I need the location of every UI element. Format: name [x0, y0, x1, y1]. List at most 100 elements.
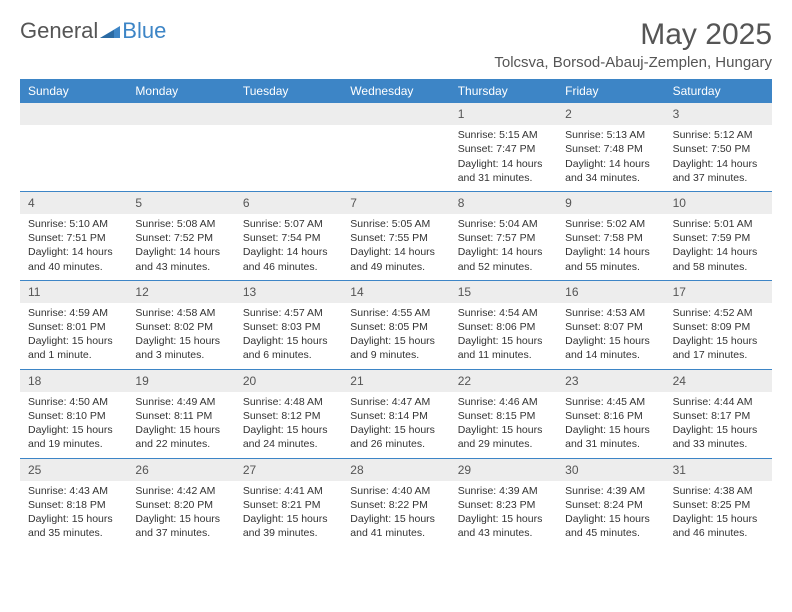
day-info-line: Sunset: 8:10 PM — [28, 409, 119, 423]
day-number: 29 — [450, 459, 557, 481]
day-info-line: Sunrise: 5:04 AM — [458, 217, 549, 231]
day-info-line: Daylight: 15 hours and 9 minutes. — [350, 334, 441, 362]
day-number: 1 — [450, 103, 557, 125]
calendar-cell: 22Sunrise: 4:46 AMSunset: 8:15 PMDayligh… — [450, 370, 557, 458]
day-info: Sunrise: 4:58 AMSunset: 8:02 PMDaylight:… — [127, 303, 234, 369]
day-info-line: Daylight: 14 hours and 40 minutes. — [28, 245, 119, 273]
day-number — [342, 103, 449, 125]
day-info-line: Sunset: 8:20 PM — [135, 498, 226, 512]
day-info-line: Sunrise: 4:47 AM — [350, 395, 441, 409]
calendar-week: 18Sunrise: 4:50 AMSunset: 8:10 PMDayligh… — [20, 369, 772, 458]
day-number: 19 — [127, 370, 234, 392]
day-info-line: Sunrise: 4:49 AM — [135, 395, 226, 409]
day-info-line: Daylight: 14 hours and 37 minutes. — [673, 157, 764, 185]
day-info-line: Daylight: 14 hours and 58 minutes. — [673, 245, 764, 273]
calendar-week: 11Sunrise: 4:59 AMSunset: 8:01 PMDayligh… — [20, 280, 772, 369]
day-info-line: Sunset: 7:50 PM — [673, 142, 764, 156]
day-info-line: Sunrise: 4:39 AM — [565, 484, 656, 498]
day-info-line: Sunset: 7:52 PM — [135, 231, 226, 245]
calendar-cell: 29Sunrise: 4:39 AMSunset: 8:23 PMDayligh… — [450, 459, 557, 547]
day-info-line: Sunset: 8:12 PM — [243, 409, 334, 423]
day-number: 18 — [20, 370, 127, 392]
day-info-line: Sunset: 7:57 PM — [458, 231, 549, 245]
day-info-line: Daylight: 14 hours and 46 minutes. — [243, 245, 334, 273]
day-header-sat: Saturday — [665, 79, 772, 103]
calendar-cell: 3Sunrise: 5:12 AMSunset: 7:50 PMDaylight… — [665, 103, 772, 191]
day-info-line: Daylight: 15 hours and 3 minutes. — [135, 334, 226, 362]
day-info-line: Sunrise: 4:45 AM — [565, 395, 656, 409]
calendar-cell: 5Sunrise: 5:08 AMSunset: 7:52 PMDaylight… — [127, 192, 234, 280]
day-info-line: Sunset: 8:06 PM — [458, 320, 549, 334]
location-text: Tolcsva, Borsod-Abauj-Zemplen, Hungary — [494, 54, 772, 71]
day-info-line: Sunset: 8:14 PM — [350, 409, 441, 423]
day-info: Sunrise: 5:12 AMSunset: 7:50 PMDaylight:… — [665, 125, 772, 191]
day-info-line: Daylight: 15 hours and 6 minutes. — [243, 334, 334, 362]
calendar-cell: 4Sunrise: 5:10 AMSunset: 7:51 PMDaylight… — [20, 192, 127, 280]
day-info-line: Sunrise: 4:39 AM — [458, 484, 549, 498]
day-info: Sunrise: 4:42 AMSunset: 8:20 PMDaylight:… — [127, 481, 234, 547]
day-number: 24 — [665, 370, 772, 392]
day-number: 21 — [342, 370, 449, 392]
day-number: 4 — [20, 192, 127, 214]
day-info-line: Sunrise: 5:15 AM — [458, 128, 549, 142]
day-info-line: Sunrise: 4:52 AM — [673, 306, 764, 320]
day-info-line: Sunrise: 4:54 AM — [458, 306, 549, 320]
day-info-line: Sunrise: 4:55 AM — [350, 306, 441, 320]
day-info: Sunrise: 4:53 AMSunset: 8:07 PMDaylight:… — [557, 303, 664, 369]
day-info: Sunrise: 4:50 AMSunset: 8:10 PMDaylight:… — [20, 392, 127, 458]
day-info-line: Sunset: 7:58 PM — [565, 231, 656, 245]
calendar-cell — [20, 103, 127, 191]
day-info-line: Sunset: 8:16 PM — [565, 409, 656, 423]
day-info-line: Daylight: 15 hours and 29 minutes. — [458, 423, 549, 451]
day-info-line: Sunrise: 5:08 AM — [135, 217, 226, 231]
day-info-line: Sunrise: 4:53 AM — [565, 306, 656, 320]
day-info-line: Daylight: 15 hours and 35 minutes. — [28, 512, 119, 540]
day-info-line: Daylight: 15 hours and 24 minutes. — [243, 423, 334, 451]
day-info: Sunrise: 5:10 AMSunset: 7:51 PMDaylight:… — [20, 214, 127, 280]
day-info-line: Daylight: 15 hours and 43 minutes. — [458, 512, 549, 540]
day-header-thu: Thursday — [450, 79, 557, 103]
calendar-cell: 21Sunrise: 4:47 AMSunset: 8:14 PMDayligh… — [342, 370, 449, 458]
day-info: Sunrise: 5:08 AMSunset: 7:52 PMDaylight:… — [127, 214, 234, 280]
day-number: 14 — [342, 281, 449, 303]
day-info-line: Sunset: 8:09 PM — [673, 320, 764, 334]
day-number: 15 — [450, 281, 557, 303]
day-info-line: Daylight: 14 hours and 34 minutes. — [565, 157, 656, 185]
day-info-line: Daylight: 14 hours and 43 minutes. — [135, 245, 226, 273]
day-info-line: Sunrise: 4:40 AM — [350, 484, 441, 498]
day-info-line: Sunrise: 4:43 AM — [28, 484, 119, 498]
weeks-container: 1Sunrise: 5:15 AMSunset: 7:47 PMDaylight… — [20, 103, 772, 546]
day-info: Sunrise: 5:04 AMSunset: 7:57 PMDaylight:… — [450, 214, 557, 280]
calendar-cell: 28Sunrise: 4:40 AMSunset: 8:22 PMDayligh… — [342, 459, 449, 547]
calendar-cell: 30Sunrise: 4:39 AMSunset: 8:24 PMDayligh… — [557, 459, 664, 547]
calendar-cell: 17Sunrise: 4:52 AMSunset: 8:09 PMDayligh… — [665, 281, 772, 369]
day-info: Sunrise: 4:52 AMSunset: 8:09 PMDaylight:… — [665, 303, 772, 369]
day-info: Sunrise: 5:01 AMSunset: 7:59 PMDaylight:… — [665, 214, 772, 280]
day-info: Sunrise: 4:49 AMSunset: 8:11 PMDaylight:… — [127, 392, 234, 458]
day-number: 30 — [557, 459, 664, 481]
calendar-cell: 18Sunrise: 4:50 AMSunset: 8:10 PMDayligh… — [20, 370, 127, 458]
day-info-line: Daylight: 14 hours and 31 minutes. — [458, 157, 549, 185]
day-info: Sunrise: 4:47 AMSunset: 8:14 PMDaylight:… — [342, 392, 449, 458]
day-info-line: Daylight: 15 hours and 22 minutes. — [135, 423, 226, 451]
day-header-wed: Wednesday — [342, 79, 449, 103]
calendar-week: 1Sunrise: 5:15 AMSunset: 7:47 PMDaylight… — [20, 103, 772, 191]
day-info-line: Sunrise: 4:42 AM — [135, 484, 226, 498]
calendar-cell: 24Sunrise: 4:44 AMSunset: 8:17 PMDayligh… — [665, 370, 772, 458]
day-number: 20 — [235, 370, 342, 392]
day-info: Sunrise: 5:13 AMSunset: 7:48 PMDaylight:… — [557, 125, 664, 191]
calendar-cell: 9Sunrise: 5:02 AMSunset: 7:58 PMDaylight… — [557, 192, 664, 280]
day-info-line: Sunrise: 5:01 AM — [673, 217, 764, 231]
day-info-line: Sunset: 7:55 PM — [350, 231, 441, 245]
page-header: General Blue May 2025 Tolcsva, Borsod-Ab… — [20, 18, 772, 71]
title-block: May 2025 Tolcsva, Borsod-Abauj-Zemplen, … — [494, 18, 772, 71]
day-info: Sunrise: 5:07 AMSunset: 7:54 PMDaylight:… — [235, 214, 342, 280]
day-info-line: Sunset: 8:01 PM — [28, 320, 119, 334]
day-info-line: Sunset: 8:24 PM — [565, 498, 656, 512]
day-number: 6 — [235, 192, 342, 214]
day-number — [235, 103, 342, 125]
day-number: 8 — [450, 192, 557, 214]
day-info-line: Sunset: 7:59 PM — [673, 231, 764, 245]
day-number: 3 — [665, 103, 772, 125]
brand-part2: Blue — [122, 18, 166, 44]
